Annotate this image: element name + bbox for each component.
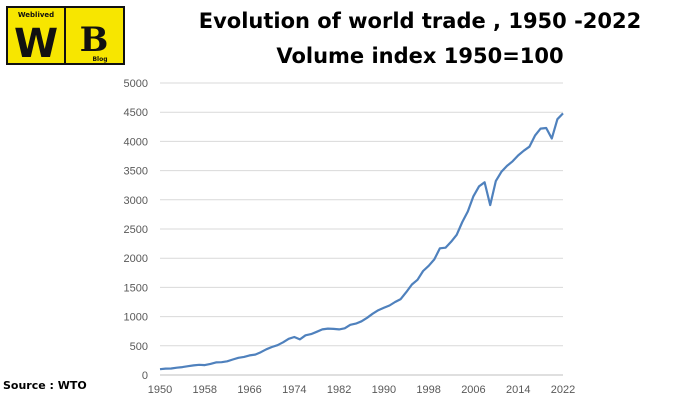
svg-text:W: W — [14, 21, 58, 65]
x-tick-label: 1958 — [193, 384, 217, 396]
x-tick-label: 1990 — [372, 384, 396, 396]
y-tick-label: 4500 — [124, 107, 148, 119]
x-tick-label: 2006 — [461, 384, 485, 396]
y-tick-label: 0 — [142, 370, 148, 382]
trade-volume-series-line — [159, 112, 564, 371]
svg-text:B: B — [80, 20, 109, 60]
source-note: Source : WTO — [3, 379, 87, 392]
y-tick-label: 2000 — [124, 253, 148, 265]
y-tick-label: 1000 — [124, 312, 148, 324]
y-tick-label: 500 — [130, 341, 148, 353]
y-tick-label: 5000 — [124, 78, 148, 90]
chart-subtitle: Volume index 1950=100 — [276, 44, 564, 68]
chart-title: Evolution of world trade , 1950 -2022 — [198, 9, 642, 33]
x-tick-label: 2014 — [506, 384, 530, 396]
y-tick-label: 1500 — [124, 282, 148, 294]
y-tick-label: 3500 — [124, 166, 148, 178]
svg-text:Blog: Blog — [92, 56, 107, 63]
x-tick-label: 1966 — [237, 384, 261, 396]
x-tick-label: 2022 — [551, 384, 575, 396]
svg-text:Weblived: Weblived — [18, 11, 54, 19]
weblived-blog-logo: Weblived W B Blog — [6, 6, 125, 65]
x-tick-label: 1998 — [416, 384, 440, 396]
y-tick-label: 2500 — [124, 224, 148, 236]
y-tick-label: 4000 — [124, 136, 148, 148]
y-tick-label: 3000 — [124, 195, 148, 207]
x-tick-label: 1950 — [148, 384, 172, 396]
x-tick-label: 1974 — [282, 384, 306, 396]
x-tick-label: 1982 — [327, 384, 351, 396]
